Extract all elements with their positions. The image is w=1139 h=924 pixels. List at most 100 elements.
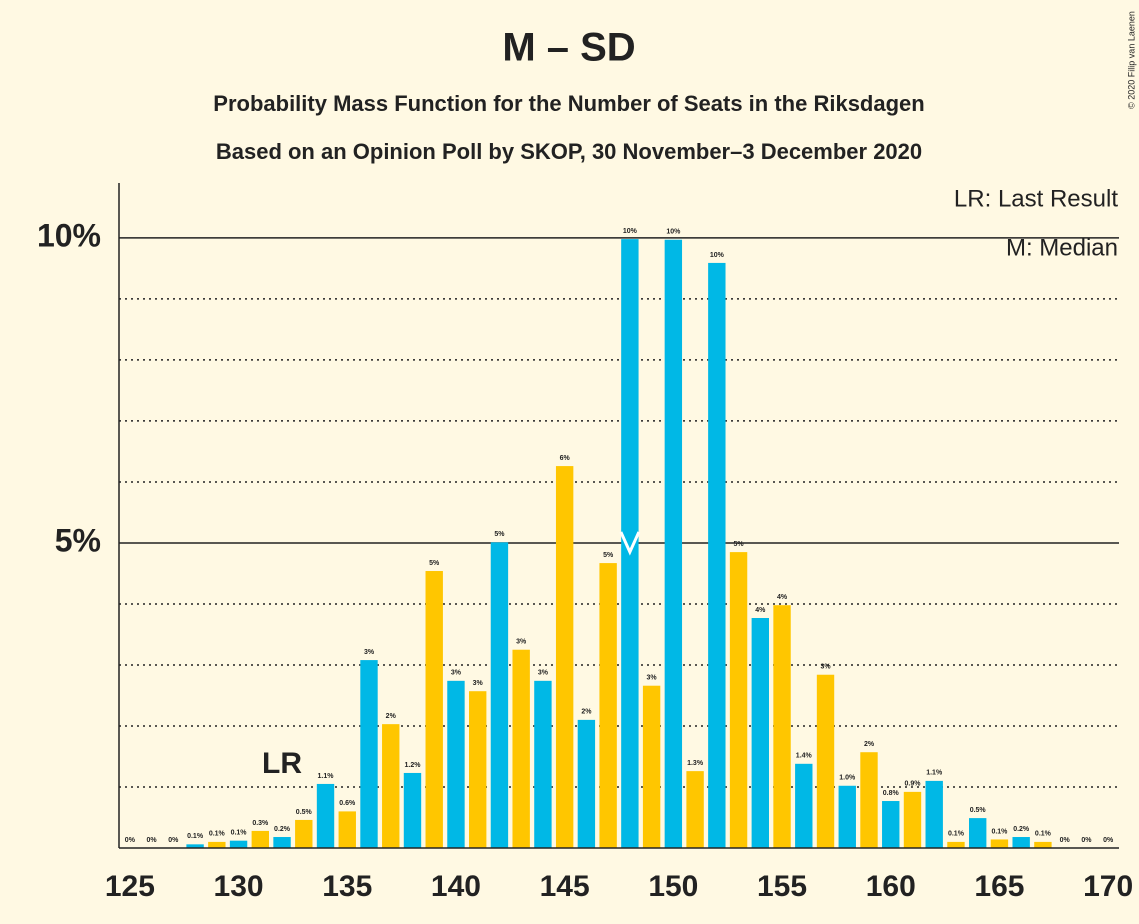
bar — [795, 763, 813, 848]
bar — [555, 466, 574, 848]
x-tick-label: 160 — [866, 870, 916, 903]
value-label: 0.2% — [1013, 826, 1030, 833]
value-label: 6% — [560, 455, 571, 462]
bar — [969, 818, 987, 848]
bar — [208, 841, 226, 848]
median-marker — [619, 531, 641, 556]
value-label: 3% — [538, 670, 549, 677]
bar — [816, 674, 835, 848]
bar — [251, 830, 269, 848]
chart-title: M – SD — [502, 26, 635, 70]
value-label: 1.4% — [796, 753, 813, 760]
value-label: 2% — [581, 709, 592, 716]
value-label: 2% — [864, 741, 875, 748]
bar — [577, 719, 596, 848]
bar — [990, 839, 1009, 848]
x-tick-label: 125 — [105, 870, 155, 903]
value-label: 0.1% — [991, 828, 1008, 835]
bar — [360, 660, 378, 848]
value-label: 10% — [710, 252, 725, 259]
bar — [599, 563, 617, 848]
bar — [947, 841, 965, 848]
legend-entry: M: Median — [1006, 234, 1118, 261]
bar — [186, 844, 204, 848]
subtitle: Probability Mass Function for the Number… — [213, 91, 924, 116]
value-label: 2% — [386, 713, 397, 720]
bar — [903, 791, 922, 848]
y-tick-label: 10% — [37, 217, 101, 253]
bar — [1012, 837, 1030, 848]
bar — [773, 605, 791, 848]
bar — [447, 680, 465, 848]
value-label: 0% — [1081, 837, 1092, 844]
bar — [273, 837, 291, 848]
value-label: 0.5% — [970, 807, 987, 814]
value-label: 0.1% — [187, 833, 204, 840]
value-label: 5% — [429, 560, 440, 567]
bar — [686, 771, 704, 848]
bar — [642, 685, 661, 848]
last-result-label: LR — [262, 747, 302, 780]
x-tick-label: 150 — [648, 870, 698, 903]
value-label: 3% — [516, 639, 527, 646]
x-tick-label: 145 — [540, 870, 590, 903]
value-label: 0.8% — [883, 790, 900, 797]
value-label: 4% — [777, 594, 788, 601]
subtitle: Based on an Opinion Poll by SKOP, 30 Nov… — [216, 139, 922, 164]
bar — [838, 785, 856, 848]
value-label: 1.1% — [318, 773, 335, 780]
x-tick-label: 130 — [214, 870, 264, 903]
value-label: 0% — [1060, 837, 1071, 844]
bar — [751, 617, 769, 848]
value-label: 10% — [666, 229, 681, 236]
x-tick-label: 170 — [1083, 870, 1133, 903]
value-label: 0% — [1103, 837, 1114, 844]
bar — [1034, 841, 1052, 848]
value-label: 3% — [473, 680, 484, 687]
value-label: 5% — [603, 552, 614, 559]
value-label: 5% — [734, 541, 745, 548]
bar — [882, 801, 900, 848]
bar — [403, 772, 422, 848]
value-label: 1.1% — [926, 770, 943, 777]
bar — [295, 819, 313, 848]
bar — [338, 811, 356, 848]
value-label: 0.5% — [296, 809, 313, 816]
value-label: 0.1% — [231, 830, 248, 837]
legend-entry: LR: Last Result — [954, 185, 1118, 212]
bar — [664, 239, 683, 848]
value-label: 0% — [147, 837, 158, 844]
value-label: 3% — [451, 670, 462, 677]
x-tick-label: 140 — [431, 870, 481, 903]
copyright: © 2020 Filip van Laenen — [1126, 11, 1136, 109]
value-label: 5% — [494, 531, 505, 538]
bar — [925, 780, 943, 848]
value-label: 1.2% — [404, 762, 421, 769]
y-tick-label: 5% — [55, 522, 101, 558]
bar — [621, 239, 639, 849]
bar — [316, 783, 335, 848]
value-label: 3% — [820, 664, 831, 671]
value-label: 0.2% — [274, 826, 291, 833]
bar — [490, 542, 509, 848]
value-label: 0.1% — [948, 831, 965, 838]
x-tick-label: 165 — [974, 870, 1024, 903]
value-label: 0.3% — [252, 820, 269, 827]
value-label: 0.1% — [209, 831, 226, 838]
value-label: 0.9% — [904, 781, 921, 788]
bar — [382, 724, 400, 848]
value-label: 3% — [364, 649, 375, 656]
value-label: 1.3% — [687, 760, 704, 767]
bar — [229, 840, 248, 848]
bar — [512, 649, 530, 848]
value-label: 1.0% — [839, 775, 856, 782]
x-tick-label: 155 — [757, 870, 807, 903]
value-label: 10% — [623, 228, 638, 235]
bar — [425, 571, 443, 848]
value-label: 0% — [168, 837, 179, 844]
bar — [469, 691, 487, 848]
bar — [860, 752, 878, 848]
value-label: 0.1% — [1035, 831, 1052, 838]
value-label: 0.6% — [339, 800, 356, 807]
